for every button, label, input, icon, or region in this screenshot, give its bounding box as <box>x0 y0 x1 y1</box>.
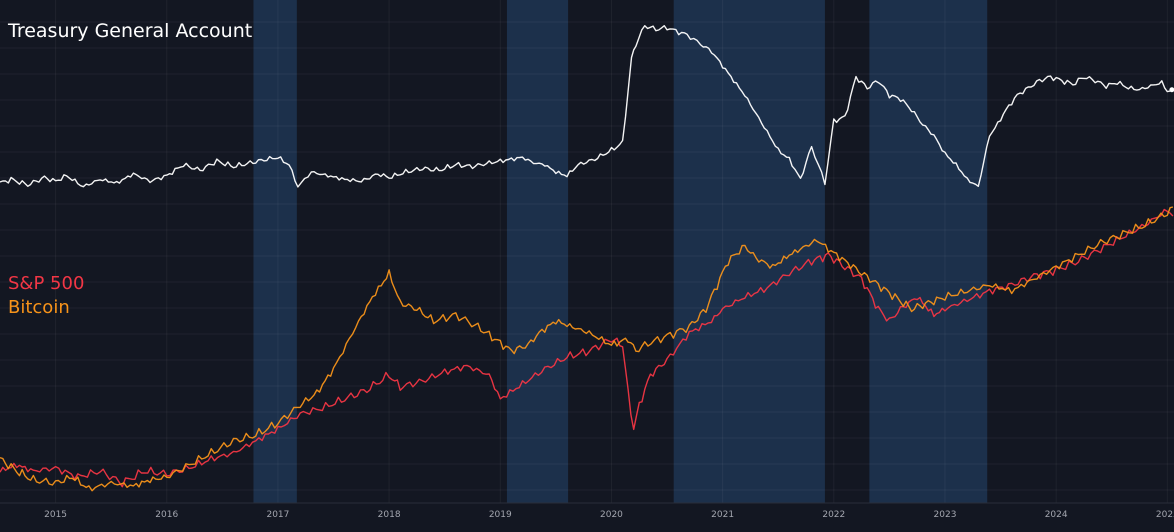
x-tick-label: 2020 <box>600 510 623 520</box>
x-axis: 2015 2016 2017 2018 2019 2020 2021 2022 2023 2024… <box>0 502 1174 532</box>
shaded-period-4 <box>869 0 988 503</box>
x-tick-label: 2017 <box>266 510 289 520</box>
series-line-bitcoin <box>0 206 1174 492</box>
series-lines <box>0 25 1174 492</box>
legend-item-bitcoin: Bitcoin <box>8 297 70 318</box>
x-tick-label: 2016 <box>155 510 178 520</box>
series-line-treasury-general-account <box>0 25 1174 188</box>
x-tick-label: 2018 <box>378 510 401 520</box>
grid-lines <box>0 0 1174 503</box>
x-tick-label: 2024 <box>1045 510 1068 520</box>
x-tick-label: 2019 <box>489 510 512 520</box>
legend-item-sp500: S&P 500 <box>8 273 85 294</box>
x-tick-label: 2023 <box>934 510 957 520</box>
legend: S&P 500 Bitcoin <box>8 272 84 320</box>
x-axis-background <box>0 503 1174 532</box>
x-tick-label: 2022 <box>822 510 845 520</box>
chart-title: Treasury General Account <box>8 20 253 42</box>
x-tick-label: 2015 <box>44 510 67 520</box>
series-last-point <box>1169 87 1174 93</box>
shaded-periods <box>253 0 988 503</box>
series-line-s-p-500 <box>0 208 1174 488</box>
x-tick-label: 2025 <box>1156 510 1174 520</box>
x-tick-label: 2021 <box>711 510 734 520</box>
shaded-period-2 <box>506 0 569 503</box>
